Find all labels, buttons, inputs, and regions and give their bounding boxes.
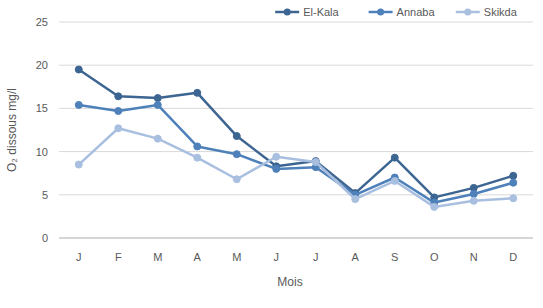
y-tick-label: 25 <box>36 16 48 28</box>
series-marker <box>391 154 398 161</box>
x-tick-label: J <box>313 251 319 263</box>
series-marker <box>194 154 201 161</box>
x-tick-label: N <box>470 251 478 263</box>
x-tick-label: M <box>232 251 241 263</box>
y-tick-label: 10 <box>36 146 48 158</box>
series-marker <box>194 89 201 96</box>
series-marker <box>154 101 161 108</box>
series-marker <box>154 95 161 102</box>
series-marker <box>194 143 201 150</box>
x-axis-label: Mois <box>277 275 302 289</box>
series-marker <box>75 66 82 73</box>
x-tick-label: S <box>391 251 398 263</box>
series-marker <box>510 195 517 202</box>
x-axis-line <box>59 238 533 239</box>
grid-line <box>59 194 533 195</box>
legend-marker <box>464 9 471 16</box>
series-marker <box>352 196 359 203</box>
series-line <box>79 105 514 203</box>
y-tick-label: 0 <box>42 232 48 244</box>
chart-svg: 0 5 10 15 20 25 J F M A M J J A S O N D Mois O₂ dissous mg/… <box>0 0 543 308</box>
y-tick-label: 5 <box>42 189 48 201</box>
series-marker <box>273 165 280 172</box>
series-marker <box>470 197 477 204</box>
grid-line <box>59 238 533 239</box>
legend-label: Annaba <box>397 6 436 18</box>
series-marker <box>115 125 122 132</box>
series-marker <box>391 177 398 184</box>
series-marker <box>75 161 82 168</box>
grid-line <box>59 22 533 23</box>
series-marker <box>510 179 517 186</box>
series-marker <box>470 190 477 197</box>
series-marker <box>510 172 517 179</box>
x-tick-label: J <box>76 251 82 263</box>
grid-line <box>59 151 533 152</box>
series-marker <box>312 158 319 165</box>
series-line <box>79 70 514 198</box>
legend-marker <box>284 9 291 16</box>
x-tick-label: M <box>153 251 162 263</box>
series-marker <box>233 133 240 140</box>
series-marker <box>115 107 122 114</box>
x-tick-label: J <box>274 251 280 263</box>
legend-label: Skikda <box>484 6 518 18</box>
legend-marker <box>377 9 384 16</box>
series-marker <box>75 101 82 108</box>
x-tick-label: F <box>115 251 122 263</box>
series-line <box>79 128 514 207</box>
y-axis-label: O₂ dissous mg/l <box>5 88 19 172</box>
x-tick-label: A <box>194 251 202 263</box>
x-tick-label: A <box>352 251 360 263</box>
y-tick-label: 20 <box>36 59 48 71</box>
series-marker <box>115 93 122 100</box>
series-marker <box>233 176 240 183</box>
legend-label: El-Kala <box>303 6 339 18</box>
series-marker <box>431 203 438 210</box>
y-tick-label: 15 <box>36 102 48 114</box>
chart-container: 0 5 10 15 20 25 J F M A M J J A S O N D Mois O₂ dissous mg/… <box>0 0 543 308</box>
series-marker <box>312 158 319 165</box>
plot-area <box>75 66 517 210</box>
series-marker <box>233 151 240 158</box>
grid-line <box>59 65 533 66</box>
x-tick-label: D <box>509 251 517 263</box>
series-marker <box>154 135 161 142</box>
x-tick-label: O <box>430 251 439 263</box>
series-marker <box>273 153 280 160</box>
